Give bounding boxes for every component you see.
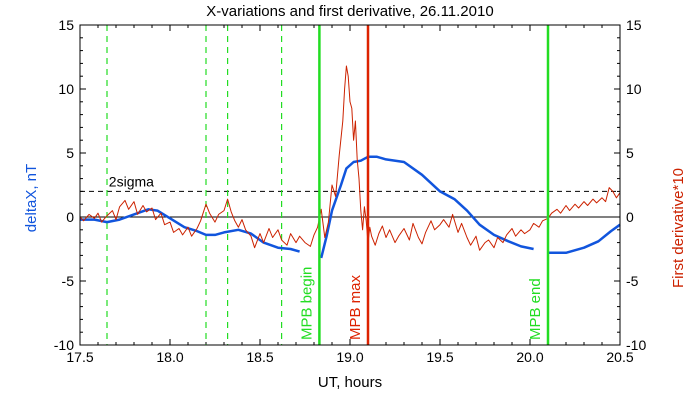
x-tick-label: 17.5: [66, 349, 93, 365]
y2-axis-label: First derivative*10: [670, 168, 687, 288]
x-tick-label: 20.5: [606, 349, 633, 365]
y-tick-label: 15: [58, 17, 74, 33]
chart-title: X-variations and first derivative, 26.11…: [206, 3, 493, 20]
plot-frame: [79, 24, 621, 346]
y-tick-label: 10: [58, 81, 74, 97]
event-label: MPB begin: [298, 267, 315, 340]
y-axis-label: deltaX, nT: [23, 164, 40, 232]
y2-tick-label: 0: [626, 209, 634, 225]
y2-tick-label: -5: [626, 273, 639, 289]
series-lines: [79, 65, 621, 259]
y-tick-label: -10: [54, 337, 74, 353]
x-tick-label: 20.0: [516, 349, 543, 365]
x-tick-label: 19.5: [426, 349, 453, 365]
x-tick-label: 19.0: [336, 349, 363, 365]
x-tick-label: 18.0: [156, 349, 183, 365]
event-label: MPB end: [527, 278, 544, 340]
sigma-label: 2sigma: [109, 173, 154, 189]
y-tick-label: 0: [66, 209, 74, 225]
y2-tick-label: 5: [626, 145, 634, 161]
derivative-line: [79, 65, 621, 251]
x-axis-label: UT, hours: [318, 374, 382, 391]
y2-tick-label: -10: [626, 337, 646, 353]
axes: -10 -10 -5 -5 0 0 5 5 10 10 15 15 17.5 18.0 18.5 19.0 19…: [54, 17, 647, 365]
y-tick-label: 5: [66, 145, 74, 161]
deltax-line: [319, 155, 534, 259]
deltax-line: [548, 223, 621, 255]
y-tick-label: -5: [62, 273, 75, 289]
event-label: MPB max: [347, 274, 364, 340]
y2-tick-label: 15: [626, 17, 642, 33]
x-tick-label: 18.5: [246, 349, 273, 365]
plot-border: [79, 24, 621, 346]
y2-tick-label: 10: [626, 81, 642, 97]
event-markers: MPB begin MPB max MPB end: [298, 25, 550, 345]
